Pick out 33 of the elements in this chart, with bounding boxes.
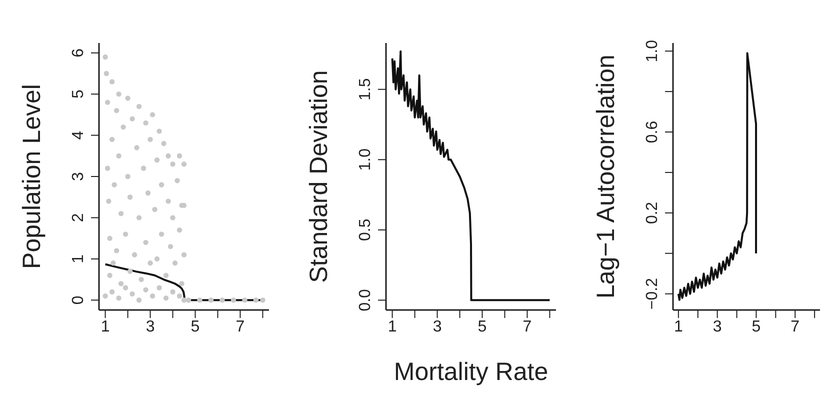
y-tick-label: 1.5 (357, 78, 374, 100)
x-tick-label: 7 (522, 318, 532, 336)
x-tick-label: 7 (236, 318, 245, 336)
x-tick-label: 1 (100, 318, 110, 336)
y-tick-label: 0.2 (644, 202, 661, 224)
y-axis-title: Population Level (18, 84, 46, 269)
y-tick-label: 6 (70, 48, 87, 58)
y-tick-label: 0 (70, 296, 87, 305)
line-series (391, 50, 551, 302)
x-tick-label: 5 (752, 318, 761, 336)
x-tick-label: 3 (712, 318, 722, 336)
x-axis-title: Mortality Rate (392, 358, 550, 387)
x-tick-label: 1 (388, 318, 397, 336)
y-tick-label: 5 (70, 90, 87, 99)
y-tick-label: 3 (70, 172, 87, 181)
y-axis-title: Standard Deviation (304, 70, 333, 283)
y-tick-label: 0.6 (644, 120, 661, 144)
y-tick-label: 0.5 (357, 218, 374, 242)
y-tick-label: 2 (70, 213, 87, 222)
y-tick-label: 1.0 (357, 148, 374, 171)
y-axis-title: Lag−1 Autocorrelation (592, 54, 620, 298)
y-tick-label: −0.2 (644, 278, 661, 310)
x-tick-label: 1 (674, 318, 683, 336)
x-tick-label: 3 (432, 318, 442, 336)
y-tick-label: 0.0 (357, 288, 374, 312)
y-tick-label: 4 (70, 130, 87, 140)
y-tick-label: 1.0 (644, 40, 661, 62)
x-tick-label: 7 (790, 318, 800, 336)
x-tick-label: 5 (190, 318, 200, 336)
x-tick-label: 5 (478, 318, 487, 336)
line-series (677, 52, 758, 301)
y-tick-label: 1 (70, 254, 87, 264)
x-tick-label: 3 (146, 318, 155, 336)
